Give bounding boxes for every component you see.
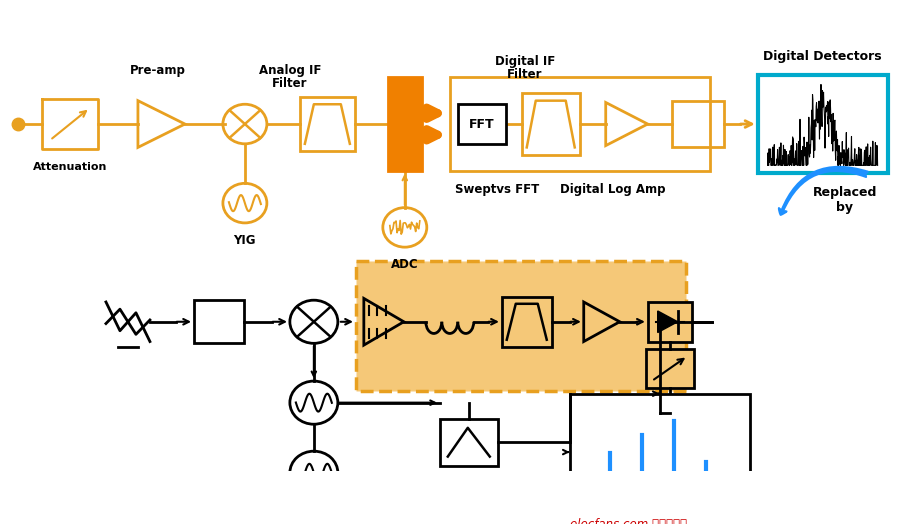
Bar [194,300,244,343]
Text: Replaced
by: Replaced by [813,185,877,213]
Bar [521,93,580,155]
Polygon shape [583,302,619,342]
Text: Sweptvs FFT: Sweptvs FFT [455,183,539,196]
Text: FFT: FFT [469,117,494,130]
Text: elecfans.com 电子发烧友: elecfans.com 电子发烧友 [570,518,687,524]
Text: ADC: ADC [391,258,419,271]
Bar [450,78,709,171]
Text: Digital Log Amp: Digital Log Amp [560,183,665,196]
Text: Digital Detectors: Digital Detectors [763,50,882,63]
Text: Filter: Filter [507,68,542,81]
Polygon shape [658,311,678,333]
Text: Analog IF: Analog IF [259,64,321,78]
Bar [502,297,552,347]
Text: YIG: YIG [234,234,256,247]
Text: Attenuation: Attenuation [32,162,107,172]
Bar [300,97,355,151]
Text: Filter: Filter [272,77,307,90]
Polygon shape [364,298,404,345]
Bar [570,394,750,510]
Text: Digital IF: Digital IF [494,56,555,68]
Bar [387,78,422,171]
Bar [440,419,498,465]
Bar [458,104,506,144]
Bar [356,260,686,391]
Text: Pre-amp: Pre-amp [130,64,186,78]
Bar [647,302,691,342]
Bar [645,349,694,388]
Bar [758,75,887,172]
Bar [672,101,724,147]
